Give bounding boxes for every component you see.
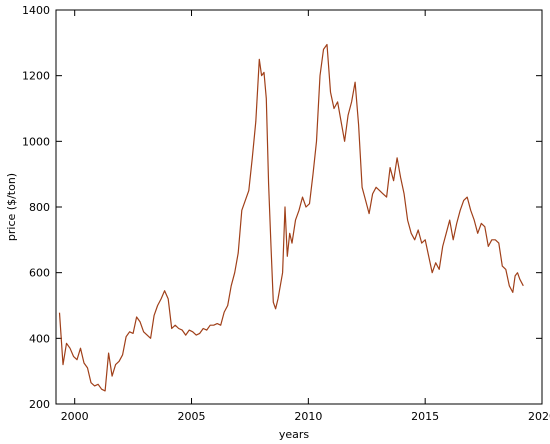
x-axis-label: years <box>279 428 310 441</box>
x-tick-label: 2000 <box>61 410 89 423</box>
y-axis: 200 400 600 800 1000 1200 1400 <box>22 4 542 411</box>
price-series-line <box>58 43 524 392</box>
x-tick-label: 2010 <box>294 410 322 423</box>
x-tick-label: 2020 <box>528 410 550 423</box>
y-tick-label: 400 <box>29 332 50 345</box>
x-axis: 2000 2005 2010 2015 2020 <box>61 10 550 423</box>
x-tick-label: 2015 <box>411 410 439 423</box>
plot-frame <box>55 9 543 405</box>
y-tick-label: 1400 <box>22 4 50 17</box>
y-tick-label: 1200 <box>22 70 50 83</box>
y-tick-label: 600 <box>29 267 50 280</box>
y-tick-label: 1000 <box>22 135 50 148</box>
x-tick-label: 2005 <box>178 410 206 423</box>
y-tick-label: 200 <box>29 398 50 411</box>
y-tick-label: 800 <box>29 201 50 214</box>
y-axis-label: price ($/ton) <box>5 173 18 241</box>
